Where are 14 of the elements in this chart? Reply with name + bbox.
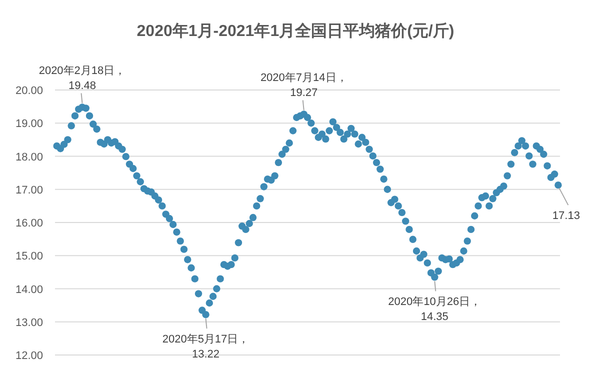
y-tick-label: 18.00 [15,151,43,164]
y-tick-label: 16.00 [15,218,43,230]
annotation: 17.13 [552,210,580,222]
y-tick-label: 19.00 [15,118,43,130]
y-tick-label: 15.00 [15,250,43,263]
y-tick-label: 17.00 [15,184,43,196]
y-tick-label: 20.00 [15,85,43,97]
annotation: 2020年10月26日， 14.35 [388,296,482,324]
y-tick-label: 14.00 [15,284,43,296]
chart-title: 2020年1月-2021年1月全国日平均猪价(元/斤) [136,22,454,40]
y-tick-label: 12.00 [15,350,43,362]
y-tick-label: 13.00 [15,316,43,329]
annotation: 2020年5月17日， 13.22 [162,334,250,361]
annotation: 2020年7月14日， 19.27 [260,72,348,100]
